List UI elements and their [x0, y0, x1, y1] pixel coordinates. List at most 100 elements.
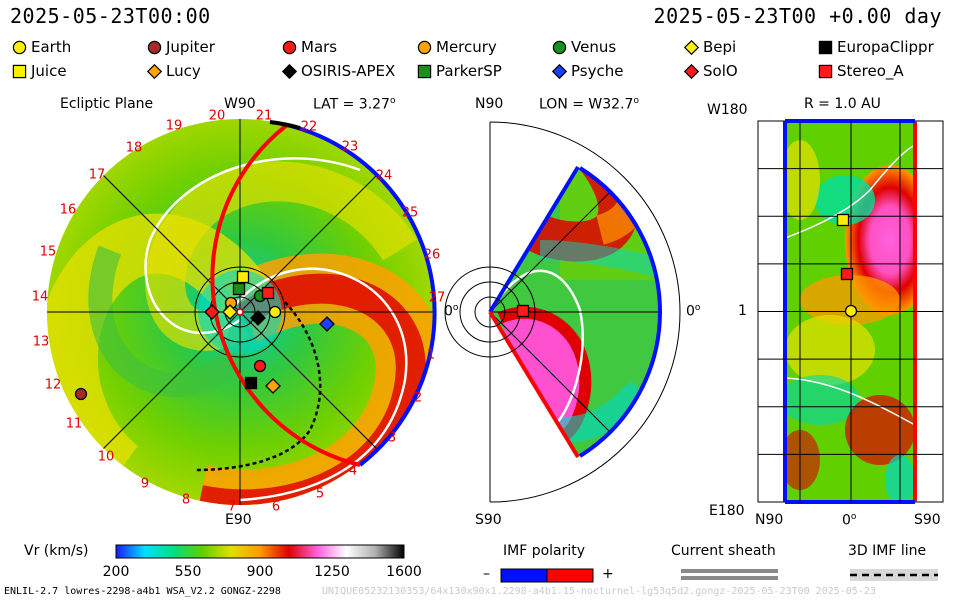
square-marker-icon [417, 64, 432, 79]
circle-marker-icon [417, 40, 432, 55]
ring-number: 12 [45, 378, 62, 393]
marker-juice [236, 270, 250, 284]
legend-label: Earth [31, 38, 72, 56]
legend-label: Lucy [166, 62, 201, 80]
legend-item-earth: Earth [12, 38, 72, 56]
meridional-right-label: 0 [686, 303, 695, 320]
legend-label: Mars [301, 38, 338, 56]
square-marker-icon [12, 64, 27, 79]
ring-number: 17 [89, 168, 106, 183]
ring-number: 10 [98, 450, 115, 465]
imf-positive-swatch [546, 568, 594, 583]
legend-label: ParkerSP [436, 62, 502, 80]
ring-number: 2 [414, 391, 422, 406]
legend-item-solo: SolO [683, 62, 738, 80]
ring-number: 13 [33, 335, 50, 350]
ring-number: 19 [166, 119, 183, 134]
ring-number: 11 [66, 417, 83, 432]
colorbar: 200 550 900 1250 1600 [103, 544, 422, 580]
radius-x-mid: 0o [842, 512, 857, 529]
marker-stereo-a [516, 304, 530, 318]
ecliptic-right: 0o [444, 303, 459, 320]
legend-item-jupiter: Jupiter [147, 38, 215, 56]
marker-jupiter [74, 387, 88, 401]
ring-number: 6 [272, 500, 280, 515]
ring-number: 5 [316, 487, 324, 502]
ecliptic-lat: LAT = 3.27o [313, 96, 396, 113]
marker-mars [253, 359, 267, 373]
right-timestamp: 2025-05-23T00 +0.00 day [653, 4, 942, 28]
imf-line-label: 3D IMF line [848, 543, 927, 559]
imf-minus-label: – [483, 566, 490, 582]
marker-juice [836, 213, 850, 227]
ring-number: 1 [427, 348, 435, 363]
marker-stereo-a [840, 267, 854, 281]
radius-bottom-left-label: E180 [709, 503, 745, 519]
object-markers [74, 213, 858, 401]
ring-number: 8 [182, 493, 190, 508]
ring-number: 20 [209, 109, 226, 124]
diamond-marker-icon [146, 63, 163, 79]
ring-numbers: 20 21222324252627123456789101112131415161… [32, 109, 446, 515]
ring-number: 14 [32, 290, 49, 305]
ring-number: 23 [342, 140, 359, 155]
ring-number: 9 [141, 477, 149, 492]
imf-negative-swatch [500, 568, 548, 583]
current-sheath-label: Current sheath [671, 543, 776, 559]
legend-item-psyche: Psyche [551, 62, 624, 80]
radius-x-label-mid: 0 [842, 512, 851, 529]
ring-number: 3 [388, 431, 396, 446]
marker-stereo-a [261, 286, 275, 300]
radius-r-label: R = 1.0 AU [804, 96, 881, 112]
legend-label: SolO [703, 62, 738, 80]
colorbar-tick-label: 1600 [386, 564, 422, 580]
legend-item-mercury: Mercury [417, 38, 497, 56]
meridional-right: 0o [686, 303, 701, 320]
ring-number: 27 [429, 291, 446, 306]
legend-item-mars: Mars [282, 38, 338, 56]
legend-label: Psyche [571, 62, 624, 80]
meridional-bottom-label: S90 [475, 512, 502, 528]
colorbar-tick-label: 900 [247, 564, 274, 580]
ring-number: 21 [256, 109, 273, 124]
diamond-marker-icon [281, 63, 298, 79]
marker-earth [268, 305, 282, 319]
legend-item-stereo-a: Stereo_A [818, 62, 904, 80]
square-marker-icon [818, 40, 833, 55]
legend-item-osiris-apex: OSIRIS-APEX [281, 62, 396, 80]
circle-marker-icon [282, 40, 297, 55]
radius-panel [757, 119, 944, 504]
legend-label: OSIRIS-APEX [301, 62, 396, 80]
circle-marker-icon [12, 40, 27, 55]
ring-number: 18 [126, 141, 143, 156]
left-timestamp: 2025-05-23T00:00 [10, 4, 211, 28]
footer-right: UNIQUE05232130353/64x130x90x1.2298-a4b1.… [322, 586, 876, 597]
square-marker-icon [818, 64, 833, 79]
marker-osiris-apex [250, 310, 266, 326]
imf-line-key [850, 569, 938, 581]
meridional-lon: LON = W32.7o [539, 96, 639, 113]
colorbar-label: Vr (km/s) [24, 543, 89, 559]
ecliptic-right-label: 0 [444, 303, 453, 320]
marker-europaclippr [244, 376, 258, 390]
radius-x-label-left: N90 [755, 512, 784, 528]
colorbar-tick-label: 550 [175, 564, 202, 580]
legend-label: Stereo_A [837, 62, 904, 80]
circle-marker-icon [147, 40, 162, 55]
legend-item-europaclippr: EuropaClippr [818, 38, 934, 56]
ecliptic-lat-label: LAT = 3.27 [313, 96, 390, 113]
colorbar-tick-label: 200 [103, 564, 130, 580]
diamond-marker-icon [683, 63, 700, 79]
imf-polarity-key [500, 568, 594, 583]
current-sheath-key [681, 569, 778, 580]
legend-item-bepi: Bepi [683, 38, 736, 56]
marker-psyche [319, 316, 335, 332]
ring-number: 16 [60, 203, 77, 218]
legend-label: Jupiter [166, 38, 215, 56]
ring-number: 24 [376, 169, 393, 184]
ring-number: 26 [424, 248, 441, 263]
legend-label: Mercury [436, 38, 497, 56]
legend-item-venus: Venus [552, 38, 616, 56]
marker-lucy [265, 378, 281, 394]
